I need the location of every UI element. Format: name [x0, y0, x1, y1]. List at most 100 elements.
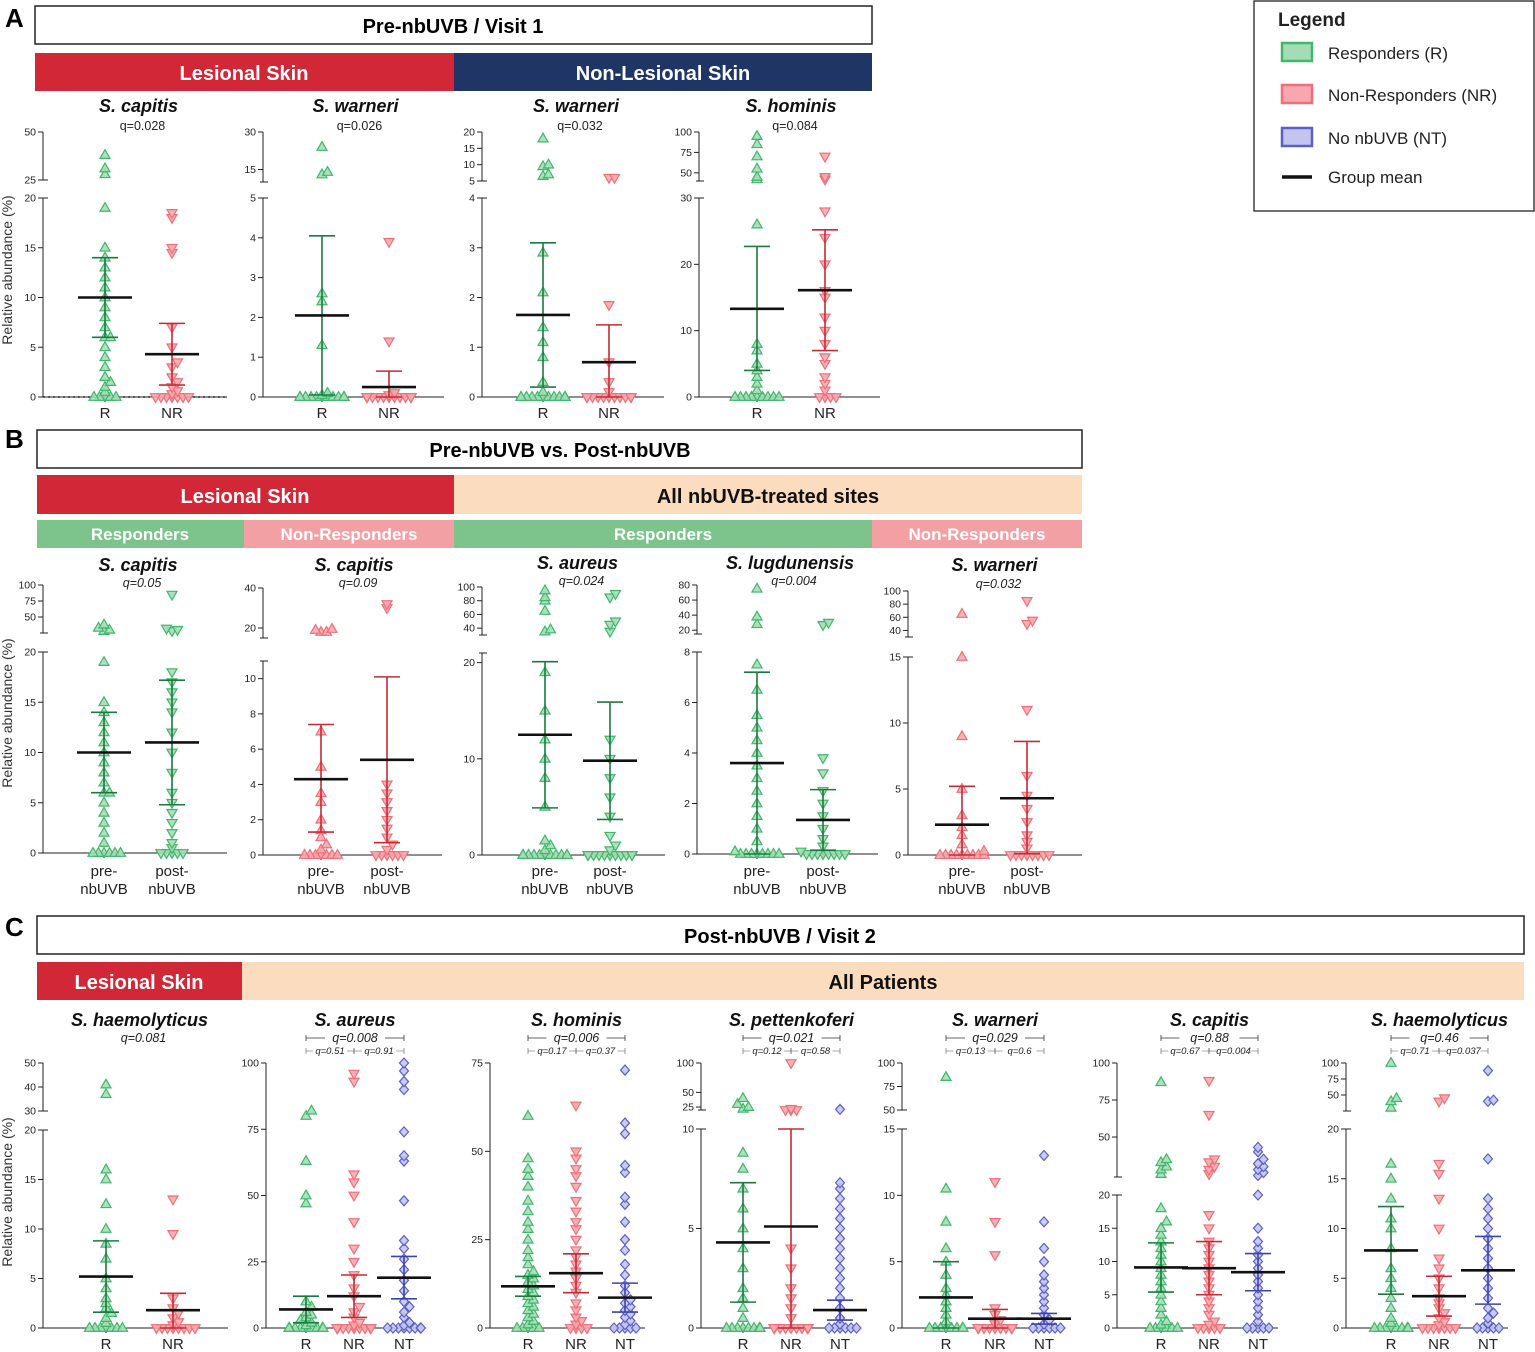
y-tick-label: 2	[684, 798, 690, 810]
data-point	[309, 623, 322, 634]
chart-title: S. capitis	[1170, 1010, 1249, 1030]
data-point	[1438, 1309, 1451, 1320]
y-tick-label: 4	[250, 232, 256, 244]
data-point	[750, 217, 764, 229]
data-point	[816, 769, 830, 780]
group-r: post-nbUVB	[581, 589, 639, 898]
q-value: q=0.008	[332, 1031, 378, 1045]
x-category-label: NR	[343, 1336, 365, 1352]
data-point	[1482, 1064, 1494, 1077]
y-tick-label: 20	[1327, 1124, 1339, 1136]
data-point	[1252, 1308, 1264, 1321]
data-point	[603, 620, 617, 632]
data-point	[1202, 1158, 1216, 1169]
data-point	[750, 170, 764, 181]
group-r: post-nbUVB	[794, 618, 852, 898]
data-point	[1482, 1192, 1494, 1205]
data-point	[834, 1272, 846, 1285]
data-point	[750, 383, 764, 395]
y-tick-label: 50	[471, 1146, 483, 1158]
bracket-gap	[362, 1045, 396, 1056]
data-point	[619, 1127, 631, 1140]
data-point	[347, 1257, 361, 1269]
y-tick-label: 0	[30, 848, 36, 860]
y-tick-label: 100	[1321, 1058, 1339, 1070]
group-nt: NT	[598, 1064, 652, 1352]
x-category-label: NR	[565, 1336, 587, 1352]
y-tick-label: 100	[674, 127, 692, 139]
data-point	[619, 1159, 631, 1172]
y-tick-label: 0	[1104, 1323, 1110, 1335]
data-point	[364, 1324, 378, 1335]
x-category-label: nbUVB	[80, 881, 128, 898]
data-point	[98, 350, 112, 362]
data-point	[750, 137, 764, 149]
data-point	[731, 1097, 744, 1109]
group-nt: NT	[377, 1057, 431, 1352]
x-category-label: nbUVB	[521, 881, 569, 898]
data-point	[97, 806, 111, 817]
data-point	[838, 850, 852, 861]
y-tick-label: 60	[889, 612, 901, 624]
sub-q-value: q=0.13	[956, 1046, 986, 1057]
data-point	[619, 1166, 631, 1179]
data-point	[171, 358, 184, 369]
data-point	[767, 1324, 781, 1335]
group-nr: NR	[580, 173, 638, 422]
data-point	[736, 1146, 750, 1157]
data-point	[521, 1204, 535, 1216]
data-point	[538, 590, 552, 602]
data-point	[1038, 1288, 1050, 1301]
legend-swatch-non-responders	[1280, 83, 1314, 105]
y-tick-label: 15	[1098, 1223, 1110, 1235]
data-point	[98, 148, 112, 159]
data-point	[316, 1321, 330, 1332]
data-point	[347, 1244, 361, 1256]
data-point	[813, 393, 826, 404]
data-point	[331, 848, 344, 859]
panel-c-title-box	[36, 915, 1525, 955]
data-point	[581, 851, 595, 862]
data-point	[772, 390, 786, 401]
q-value: q=0.032	[557, 119, 603, 133]
data-point	[1202, 1076, 1216, 1088]
q-value: q=0.032	[976, 577, 1022, 591]
y-tick-label: 10	[24, 1224, 36, 1236]
data-point	[299, 1109, 313, 1120]
y-tick-label: 100	[877, 1058, 895, 1070]
data-point	[1384, 1301, 1398, 1313]
y-tick-label: 4	[684, 748, 690, 760]
bracket-gap	[535, 1045, 569, 1056]
panel-b-subband-1-label: Responders	[91, 525, 189, 544]
y-tick-label: 40	[463, 623, 475, 635]
data-point	[527, 1264, 540, 1276]
data-point	[314, 843, 328, 854]
data-point	[320, 837, 333, 849]
data-point	[99, 1163, 113, 1174]
data-point	[299, 1154, 313, 1165]
group-nr: post-nbUVB	[360, 600, 414, 898]
data-point	[851, 1322, 862, 1334]
data-point	[1252, 1141, 1264, 1154]
x-category-label: R	[538, 405, 549, 422]
data-point	[398, 1126, 410, 1138]
sub-q-value: q=0.71	[1400, 1046, 1429, 1057]
y-tick-label: 20	[678, 625, 690, 637]
data-point	[160, 624, 173, 636]
data-point	[325, 622, 339, 633]
data-point	[298, 848, 311, 859]
data-point	[823, 1322, 835, 1334]
data-point	[753, 1321, 767, 1332]
data-point	[575, 1317, 588, 1328]
data-point	[99, 1087, 113, 1099]
y-tick-label: 0	[895, 850, 901, 862]
data-point	[750, 149, 764, 161]
chart-2-s-warneri: S. warneri q=0.026 0 1 2 3 4 5 15 30 R NR	[244, 96, 444, 422]
data-point	[1055, 1322, 1066, 1334]
data-point	[521, 1222, 535, 1233]
data-point	[1416, 1324, 1429, 1335]
data-point	[818, 152, 832, 164]
data-point	[98, 340, 112, 352]
